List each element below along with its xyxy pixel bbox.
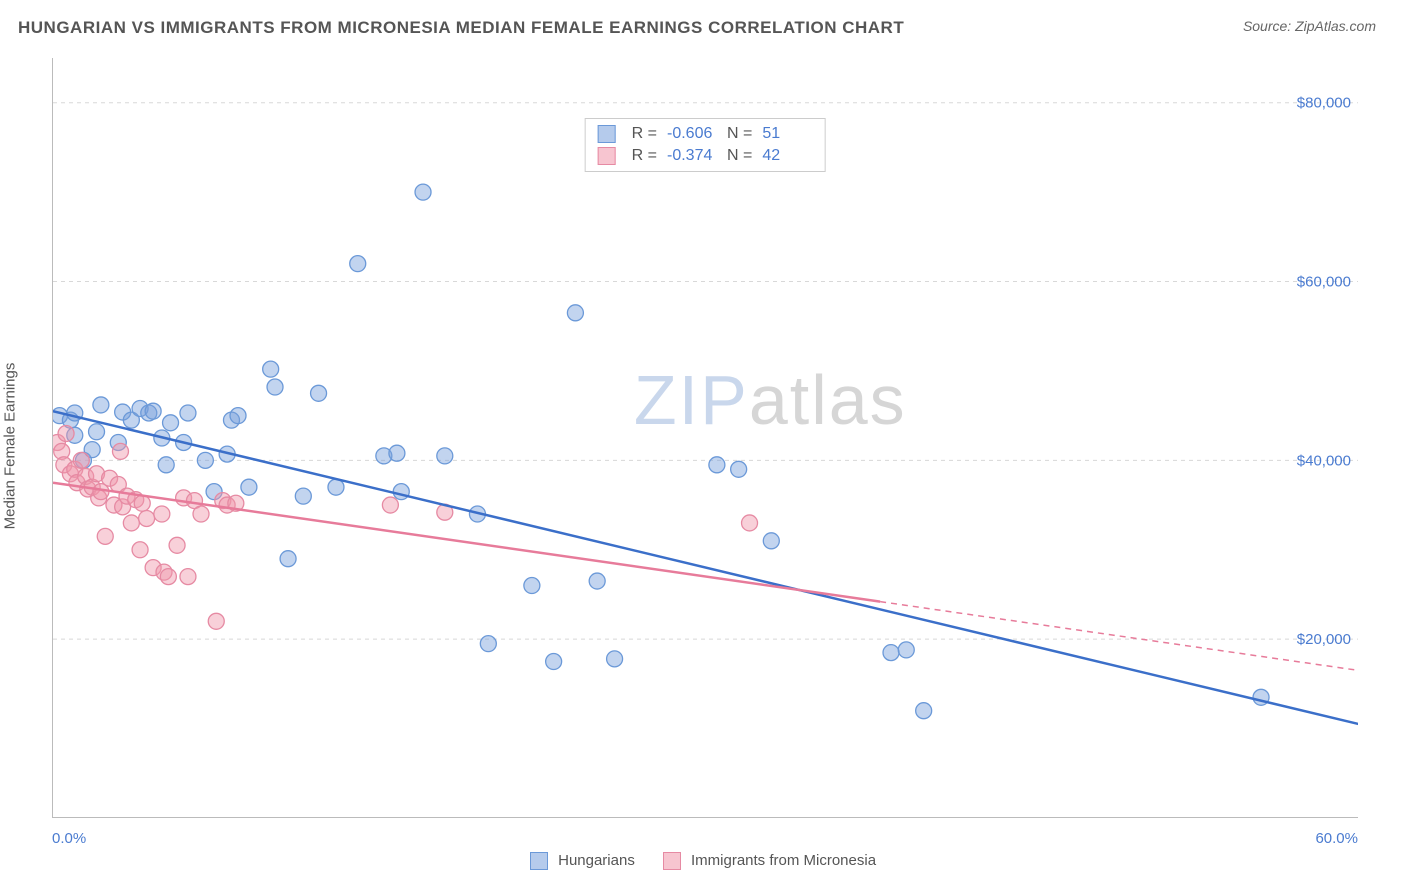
correlation-legend: R = -0.606 N = 51 R = -0.374 N = 42: [585, 118, 826, 172]
source-attribution: Source: ZipAtlas.com: [1243, 18, 1376, 34]
x-axis-min: 0.0%: [52, 830, 86, 847]
legend-n-label: N =: [727, 147, 752, 165]
plot-area: $20,000 $40,000 $60,000 $80,000 R = -0.606 …: [52, 58, 1358, 818]
x-axis-max: 60.0%: [1315, 830, 1358, 847]
y-axis-label: Median Female Earnings: [2, 363, 19, 530]
x-axis-labels: 0.0% 60.0%: [52, 830, 1358, 847]
legend-swatch: [663, 852, 681, 870]
legend-label: Immigrants from Micronesia: [691, 852, 876, 869]
bottom-legend: Hungarians Immigrants from Micronesia: [0, 852, 1406, 870]
svg-text:$40,000: $40,000: [1297, 452, 1351, 469]
legend-n-label: N =: [727, 125, 752, 143]
legend-label: Hungarians: [558, 852, 635, 869]
legend-swatch: [530, 852, 548, 870]
legend-swatch-hungarians: [598, 125, 616, 143]
legend-swatch-micronesia: [598, 147, 616, 165]
svg-text:$80,000: $80,000: [1297, 95, 1351, 112]
legend-item-hungarians: Hungarians: [530, 852, 635, 870]
legend-r-value: -0.606: [667, 125, 717, 143]
legend-n-value: 42: [762, 147, 812, 165]
legend-r-label: R =: [632, 147, 657, 165]
legend-item-micronesia: Immigrants from Micronesia: [663, 852, 876, 870]
legend-row: R = -0.606 N = 51: [598, 123, 813, 145]
legend-n-value: 51: [762, 125, 812, 143]
legend-r-value: -0.374: [667, 147, 717, 165]
svg-text:$60,000: $60,000: [1297, 274, 1351, 291]
legend-row: R = -0.374 N = 42: [598, 145, 813, 167]
scatter-chart: $20,000 $40,000 $60,000 $80,000: [52, 58, 1358, 818]
legend-r-label: R =: [632, 125, 657, 143]
chart-title: HUNGARIAN VS IMMIGRANTS FROM MICRONESIA …: [18, 18, 904, 38]
svg-text:$20,000: $20,000: [1297, 631, 1351, 648]
